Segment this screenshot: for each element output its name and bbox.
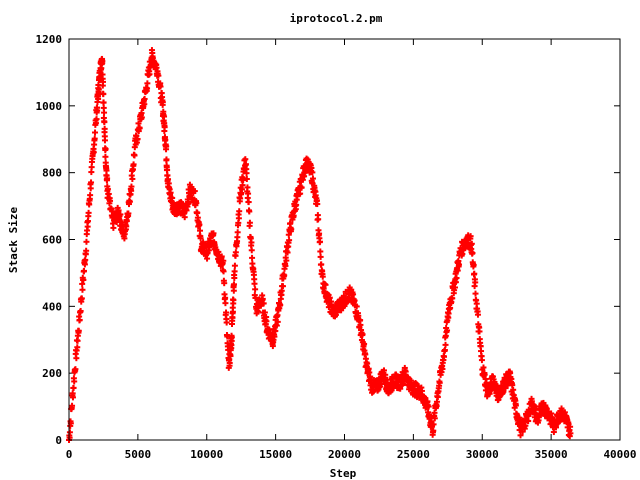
x-tick-label: 25000 bbox=[397, 448, 430, 461]
y-tick-label: 400 bbox=[42, 300, 62, 313]
y-tick-label: 0 bbox=[55, 434, 62, 447]
y-tick-label: 1200 bbox=[36, 33, 63, 46]
axis-ticks: 0 5000 10000 15000 20000 25000 30000 35000 40000… bbox=[36, 33, 637, 461]
y-axis-label: Stack Size bbox=[7, 207, 20, 274]
series-points bbox=[66, 47, 574, 443]
y-tick-label: 600 bbox=[42, 234, 62, 247]
x-tick-label: 30000 bbox=[466, 448, 499, 461]
y-tick-label: 800 bbox=[42, 167, 62, 180]
chart-title: iprotocol.2.pm bbox=[290, 12, 383, 25]
data-marks bbox=[66, 47, 574, 443]
x-tick-label: 35000 bbox=[535, 448, 568, 461]
x-tick-label: 0 bbox=[66, 448, 73, 461]
y-tick-label: 200 bbox=[42, 367, 62, 380]
x-tick-label: 20000 bbox=[328, 448, 361, 461]
x-axis-label: Step bbox=[330, 467, 357, 480]
y-tick-label: 1000 bbox=[36, 100, 63, 113]
x-tick-label: 40000 bbox=[603, 448, 636, 461]
plot-frame bbox=[68, 38, 621, 441]
x-tick-label: 5000 bbox=[125, 448, 152, 461]
x-tick-label: 10000 bbox=[190, 448, 223, 461]
x-tick-label: 15000 bbox=[259, 448, 292, 461]
